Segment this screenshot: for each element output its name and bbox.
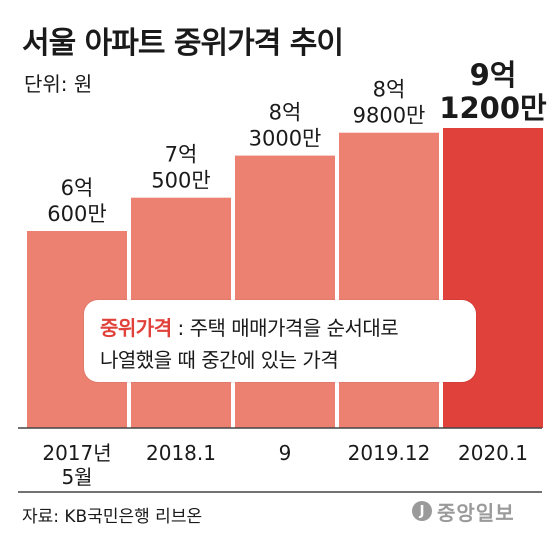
callout-definition-part-2: 나열했을 때 중간에 있는 가격: [100, 348, 339, 372]
value-label-3-0: 8억: [373, 78, 406, 102]
value-label-2-0: 8억: [269, 101, 302, 125]
source-note: 자료: KB국민은행 리브온: [22, 507, 203, 527]
value-label-0-0: 6억: [61, 176, 94, 200]
bar-2: [235, 155, 335, 428]
category-label-2-0: 9: [279, 441, 292, 465]
value-label-0-1: 600만: [47, 202, 106, 226]
callout-line-1: 중위가격 : 주택 매매가격을 순서대로: [100, 312, 399, 341]
chart-title: 서울 아파트 중위가격 추이: [22, 26, 344, 61]
bar-4: [443, 128, 543, 428]
value-label-3-1: 9800만: [353, 104, 426, 128]
value-label-1-0: 7억: [165, 143, 198, 167]
value-label-4-1: 1200만: [439, 91, 547, 125]
value-label-4-0: 9억: [470, 58, 517, 92]
publisher-logo: J 중앙일보: [412, 498, 515, 525]
definition-callout: 중위가격 : 주택 매매가격을 순서대로 나열했을 때 중간에 있는 가격: [84, 300, 476, 382]
category-label-1-0: 2018.1: [146, 441, 216, 465]
category-label-4-0: 2020.1: [458, 441, 528, 465]
joongang-circle-icon: J: [412, 501, 432, 521]
value-label-2-1: 3000만: [249, 127, 322, 151]
value-label-1-1: 500만: [151, 169, 210, 193]
unit-label: 단위: 원: [24, 72, 93, 96]
callout-term: 중위가격: [100, 316, 172, 340]
callout-definition-part-1: : 주택 매매가격을 순서대로: [171, 316, 399, 340]
category-label-3-0: 2019.12: [348, 441, 431, 465]
bar-3: [339, 132, 439, 429]
publisher-name: 중앙일보: [437, 500, 515, 525]
category-label-0-0: 2017년: [42, 441, 111, 465]
category-label-0-1: 5월: [61, 465, 92, 489]
